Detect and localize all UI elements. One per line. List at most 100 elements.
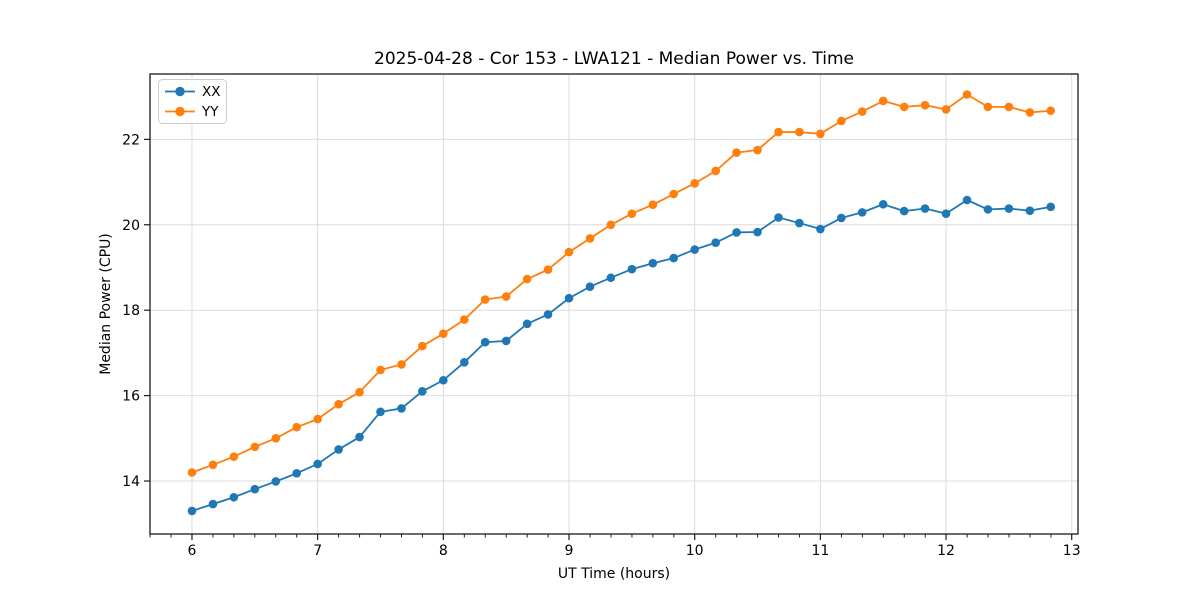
data-point-marker xyxy=(795,127,804,137)
data-point-marker xyxy=(334,399,343,409)
data-point-marker xyxy=(1004,102,1014,112)
data-point-marker xyxy=(208,460,218,470)
data-point-marker xyxy=(439,329,448,338)
data-point-marker xyxy=(564,247,574,257)
data-point-marker xyxy=(774,213,783,222)
data-point-marker xyxy=(187,468,197,477)
data-point-marker xyxy=(1025,206,1035,215)
data-point-marker xyxy=(711,238,720,248)
data-point-marker xyxy=(690,245,699,254)
x-tick-label: 10 xyxy=(686,543,704,559)
data-point-marker xyxy=(878,199,888,209)
data-point-marker xyxy=(460,315,469,324)
data-point-marker xyxy=(795,218,804,228)
data-point-marker xyxy=(460,358,469,367)
series-yy-line xyxy=(191,93,1051,474)
tick-label-layer: 6 7 8 9 10 11 12 13 14 16 18 20 22 xyxy=(122,132,1080,559)
x-tick-label: 8 xyxy=(439,543,448,559)
x-tick-label: 13 xyxy=(1063,543,1081,559)
y-tick-label: 14 xyxy=(122,474,140,490)
data-point-marker xyxy=(857,107,867,116)
data-point-marker xyxy=(418,341,427,351)
y-axis-label: Median Power (CPU) xyxy=(98,233,114,375)
grid-layer xyxy=(150,74,1078,534)
data-point-marker xyxy=(522,274,532,284)
data-point-marker xyxy=(606,273,616,283)
data-point-marker xyxy=(816,224,825,234)
data-point-marker xyxy=(355,432,364,442)
y-tick-label: 22 xyxy=(122,132,140,148)
data-point-marker xyxy=(439,375,448,385)
legend-label-xx: XX xyxy=(202,84,221,100)
data-point-marker xyxy=(983,205,993,214)
data-point-marker xyxy=(690,179,699,188)
data-point-marker xyxy=(480,337,490,347)
data-point-marker xyxy=(941,105,951,114)
data-point-marker xyxy=(585,234,595,243)
data-point-marker xyxy=(962,90,972,99)
data-point-marker xyxy=(292,469,301,478)
data-point-marker xyxy=(564,293,574,303)
data-point-marker xyxy=(857,208,867,217)
x-tick-label: 11 xyxy=(811,543,829,559)
data-point-marker xyxy=(418,387,427,396)
data-point-marker xyxy=(899,206,909,216)
data-point-marker xyxy=(606,220,616,230)
x-tick-label: 12 xyxy=(937,543,955,559)
y-tick-label: 20 xyxy=(122,218,140,234)
data-point-marker xyxy=(920,100,930,110)
data-point-marker xyxy=(522,319,532,329)
data-point-marker xyxy=(480,295,490,304)
legend-marker-yy xyxy=(175,106,185,117)
legend-entry-yy: YY xyxy=(165,104,219,120)
data-point-marker xyxy=(837,213,846,223)
chart-title: 2025-04-28 - Cor 153 - LWA121 - Median P… xyxy=(374,49,854,69)
y-tick-label: 18 xyxy=(122,303,140,319)
legend-label-yy: YY xyxy=(201,104,219,120)
data-point-marker xyxy=(376,365,385,375)
data-point-marker xyxy=(669,189,678,199)
data-point-marker xyxy=(229,452,239,461)
axes-layer xyxy=(144,73,1079,540)
data-point-marker xyxy=(187,506,197,516)
data-point-marker xyxy=(501,336,511,346)
data-point-marker xyxy=(397,404,406,413)
x-axis-label: UT Time (hours) xyxy=(558,566,670,582)
data-point-marker xyxy=(711,166,720,176)
data-point-marker xyxy=(229,492,239,502)
data-point-marker xyxy=(732,228,741,237)
legend-entry-xx: XX xyxy=(165,84,221,100)
data-point-marker xyxy=(899,102,909,112)
data-point-marker xyxy=(397,360,406,369)
data-point-marker xyxy=(585,282,595,292)
data-point-marker xyxy=(1004,204,1014,213)
data-point-marker xyxy=(627,264,637,274)
data-point-marker xyxy=(983,102,993,112)
data-point-marker xyxy=(648,200,658,209)
data-point-marker xyxy=(334,445,343,454)
x-tick-label: 7 xyxy=(313,543,322,559)
data-point-marker xyxy=(292,422,301,432)
data-point-marker xyxy=(355,387,364,397)
plot-border xyxy=(149,73,1079,535)
x-tick-label: 6 xyxy=(188,543,197,559)
data-point-marker xyxy=(1025,108,1035,117)
y-tick-label: 16 xyxy=(122,389,140,405)
data-point-marker xyxy=(920,204,930,213)
data-point-marker xyxy=(627,209,637,218)
data-point-marker xyxy=(962,195,972,205)
data-point-marker xyxy=(774,127,783,137)
data-point-marker xyxy=(250,484,260,494)
series-xx xyxy=(187,195,1056,516)
series-yy xyxy=(187,90,1056,477)
data-point-marker xyxy=(1046,106,1056,116)
data-point-marker xyxy=(753,227,762,237)
data-point-marker xyxy=(543,265,553,274)
data-point-marker xyxy=(271,434,281,443)
legend-marker-xx xyxy=(175,86,185,97)
data-point-marker xyxy=(313,459,322,469)
data-point-marker xyxy=(669,253,678,263)
data-point-marker xyxy=(1046,202,1056,212)
